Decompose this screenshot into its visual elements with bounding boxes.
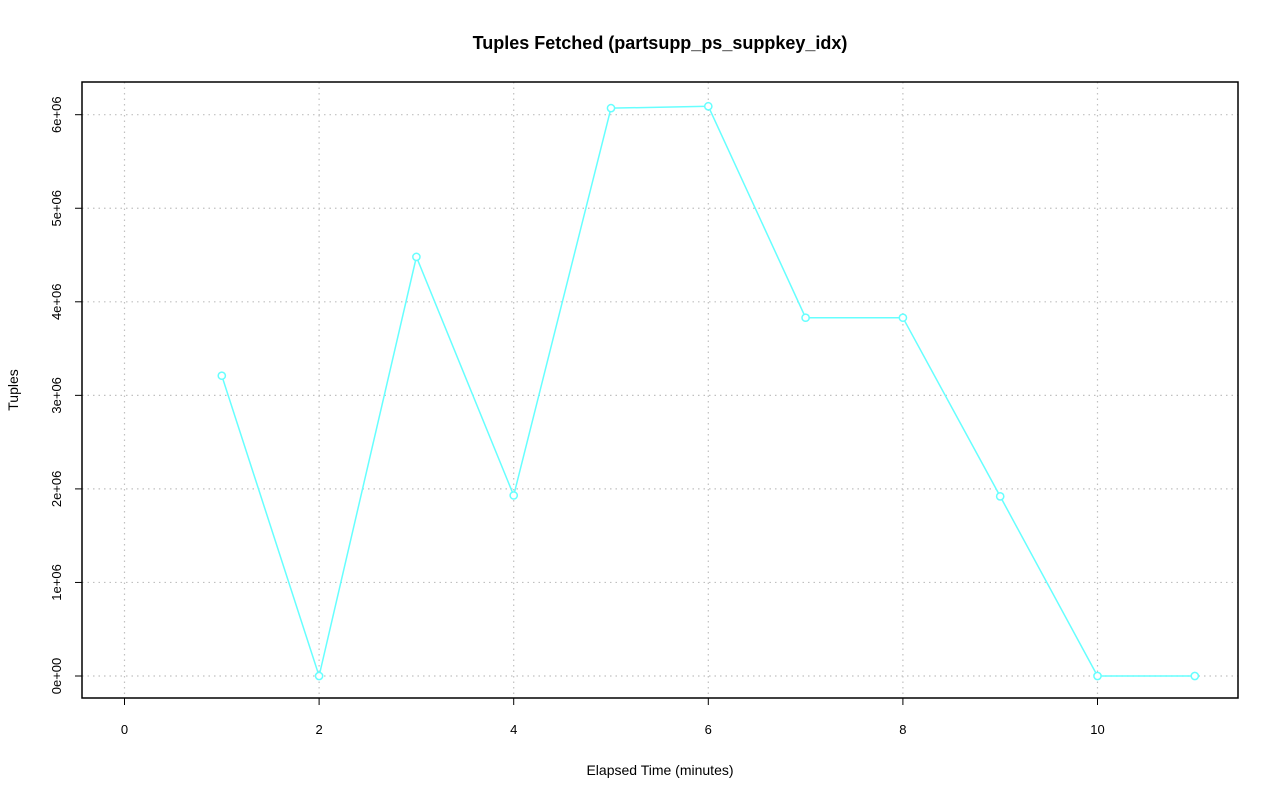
data-point	[801, 313, 810, 323]
x-tick-label: 8	[899, 722, 906, 737]
series-layer	[217, 101, 1200, 681]
x-tick-label: 2	[315, 722, 322, 737]
y-axis: 0e+00 1e+06 2e+06 3e+06 4e+06 5e+06 6e+06	[49, 96, 82, 694]
data-point	[509, 491, 519, 500]
y-tick-label: 6e+06	[49, 96, 64, 133]
y-tick-label: 2e+06	[49, 471, 64, 508]
x-tick-label: 4	[510, 722, 517, 737]
y-tick-label: 4e+06	[49, 284, 64, 321]
x-tick-label: 10	[1090, 722, 1104, 737]
data-point	[898, 313, 908, 323]
data-point	[412, 252, 421, 262]
plot-frame	[81, 81, 1239, 699]
x-tick-label: 6	[705, 722, 712, 737]
y-tick-label: 3e+06	[49, 377, 64, 414]
data-point	[217, 371, 227, 381]
y-tick-label: 1e+06	[49, 564, 64, 601]
y-axis-label: Tuples	[5, 369, 21, 411]
y-tick-label: 0e+00	[49, 658, 64, 695]
x-axis-label: Elapsed Time (minutes)	[586, 762, 733, 778]
data-point	[995, 492, 1005, 501]
data-point	[314, 671, 324, 681]
x-tick-label: 0	[121, 722, 128, 737]
data-point	[606, 103, 616, 113]
x-axis: 0 2 4 6 8 10	[121, 698, 1105, 737]
data-point	[1093, 671, 1102, 681]
grid	[82, 82, 1238, 698]
chart-title: Tuples Fetched (partsupp_ps_suppkey_idx)	[473, 33, 848, 53]
data-point	[1190, 671, 1200, 681]
data-point	[703, 101, 713, 111]
y-tick-label: 5e+06	[49, 190, 64, 227]
